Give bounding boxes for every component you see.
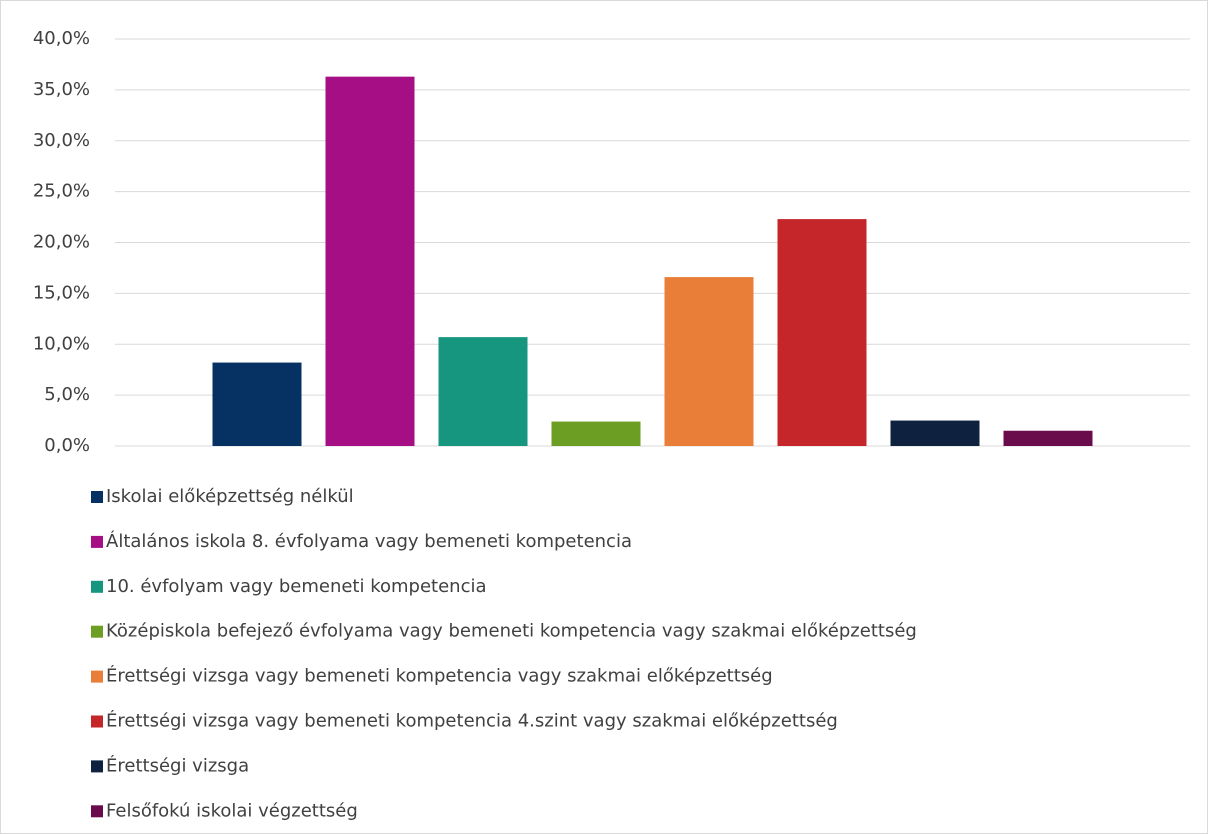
legend-label: Iskolai előképzettség nélkül [106, 486, 354, 507]
legend-swatch [91, 580, 103, 593]
bar [212, 362, 302, 446]
legend-swatch [91, 760, 103, 773]
y-tick-label: 0,0% [44, 435, 90, 456]
legend-swatch [91, 625, 103, 638]
legend-swatch [91, 715, 103, 728]
y-tick-label: 5,0% [44, 384, 90, 405]
legend-label: Érettségi vizsga vagy bemeneti kompetenc… [106, 710, 838, 732]
legend-label: Érettségi vizsga vagy bemeneti kompetenc… [106, 665, 773, 687]
y-tick-label: 15,0% [33, 282, 90, 303]
legend-label: Felsőfokú iskolai végzettség [106, 800, 358, 821]
legend-label: Érettségi vizsga [106, 754, 249, 776]
bar [890, 420, 980, 446]
bar [1003, 430, 1093, 446]
bar [551, 421, 641, 446]
bar [664, 277, 754, 446]
legend-swatch [91, 491, 103, 503]
y-tick-label: 10,0% [33, 333, 90, 354]
bar [325, 76, 415, 447]
legend-label: 10. évfolyam vagy bemeneti kompetencia [106, 576, 487, 597]
y-tick-label: 35,0% [33, 79, 90, 100]
bar [438, 337, 528, 446]
y-tick-label: 25,0% [33, 181, 90, 202]
legend-swatch [91, 670, 103, 683]
y-tick-label: 40,0% [33, 28, 90, 49]
y-tick-label: 20,0% [33, 232, 90, 253]
legend-label: Általános iskola 8. évfolyama vagy bemen… [106, 530, 632, 552]
y-tick-label: 30,0% [33, 130, 90, 151]
legend-label: Középiskola befejező évfolyama vagy beme… [106, 621, 917, 642]
bar [777, 219, 867, 446]
legend-swatch [91, 805, 103, 818]
legend-swatch [91, 535, 103, 548]
